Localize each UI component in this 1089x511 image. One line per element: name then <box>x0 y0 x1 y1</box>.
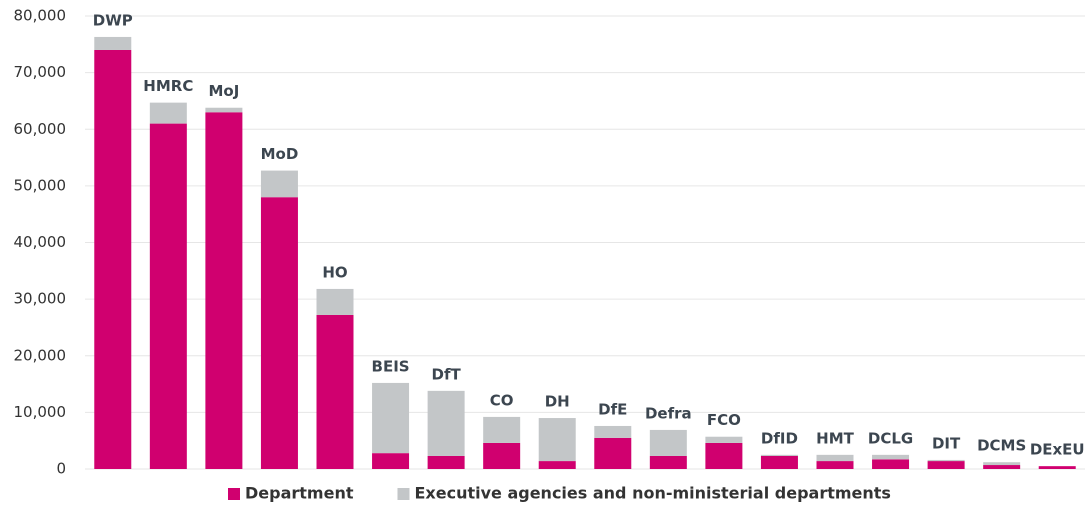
bar-segment <box>872 459 910 469</box>
category-label: DH <box>545 393 570 411</box>
bar-segment <box>260 197 298 469</box>
category-label: CO <box>490 391 514 409</box>
bar-segment <box>816 461 854 469</box>
bar-segment <box>205 107 243 113</box>
legend-label: Executive agencies and non-ministerial d… <box>414 484 890 503</box>
category-label: DExEU <box>1030 441 1085 459</box>
category-label: MoD <box>261 145 299 163</box>
legend-swatch <box>228 488 240 500</box>
y-tick-label: 10,000 <box>14 403 67 421</box>
bar-segment <box>94 49 132 469</box>
bar-segment <box>1038 466 1076 469</box>
bar-segment <box>94 36 132 50</box>
legend: Department Executive agencies and non-min… <box>228 484 891 503</box>
bar-segment <box>149 102 187 124</box>
category-label: DCMS <box>977 437 1026 455</box>
category-label: BEIS <box>372 357 410 375</box>
category-label: HO <box>322 263 347 281</box>
category-label: DfID <box>761 429 798 447</box>
bar-segment <box>316 288 354 315</box>
y-tick-label: 80,000 <box>14 7 67 25</box>
bar-segment <box>760 454 798 456</box>
bar-segment <box>927 461 965 469</box>
category-label: HMRC <box>143 77 193 95</box>
category-label: DWP <box>93 11 133 29</box>
bar-segment <box>594 425 632 438</box>
y-tick-label: 40,000 <box>14 233 67 251</box>
bar-segment <box>983 462 1021 466</box>
bar-segment <box>705 436 743 443</box>
bar-segment <box>649 429 687 456</box>
bar-segment <box>594 437 632 469</box>
bar-segment <box>316 314 354 469</box>
y-tick-label: 50,000 <box>14 176 67 194</box>
category-label: DIT <box>932 434 961 452</box>
category-label: FCO <box>707 411 741 429</box>
bar-segment <box>260 170 298 198</box>
bar-segment <box>538 418 576 462</box>
bar-segment <box>483 416 521 443</box>
category-label: DfE <box>598 400 627 418</box>
bar-segment <box>483 442 521 469</box>
bar-segment <box>649 455 687 469</box>
bar-segment <box>427 455 465 469</box>
category-label: HMT <box>816 429 854 447</box>
y-tick-label: 70,000 <box>14 63 67 81</box>
bar-segment <box>372 453 410 469</box>
legend-label: Department <box>245 484 354 503</box>
y-tick-label: 0 <box>56 460 66 478</box>
category-label: Defra <box>645 404 692 422</box>
y-tick-label: 60,000 <box>14 120 67 138</box>
bar-segment <box>427 390 465 456</box>
bar-segment <box>760 455 798 469</box>
bar-segment <box>927 459 965 462</box>
bar-segment <box>205 112 243 469</box>
legend-swatch <box>397 488 410 500</box>
bar-segment <box>705 442 743 469</box>
bar-segment <box>816 454 854 462</box>
category-label: DCLG <box>868 429 913 447</box>
bar-segment <box>538 461 576 469</box>
category-label: DfT <box>432 365 462 383</box>
y-tick-label: 30,000 <box>14 290 67 308</box>
bar-segment <box>983 465 1021 469</box>
bar-segment <box>149 123 187 470</box>
y-tick-label: 20,000 <box>14 346 67 364</box>
bar-segment <box>372 382 410 454</box>
category-label: MoJ <box>208 82 239 100</box>
bar-segment <box>872 454 910 460</box>
